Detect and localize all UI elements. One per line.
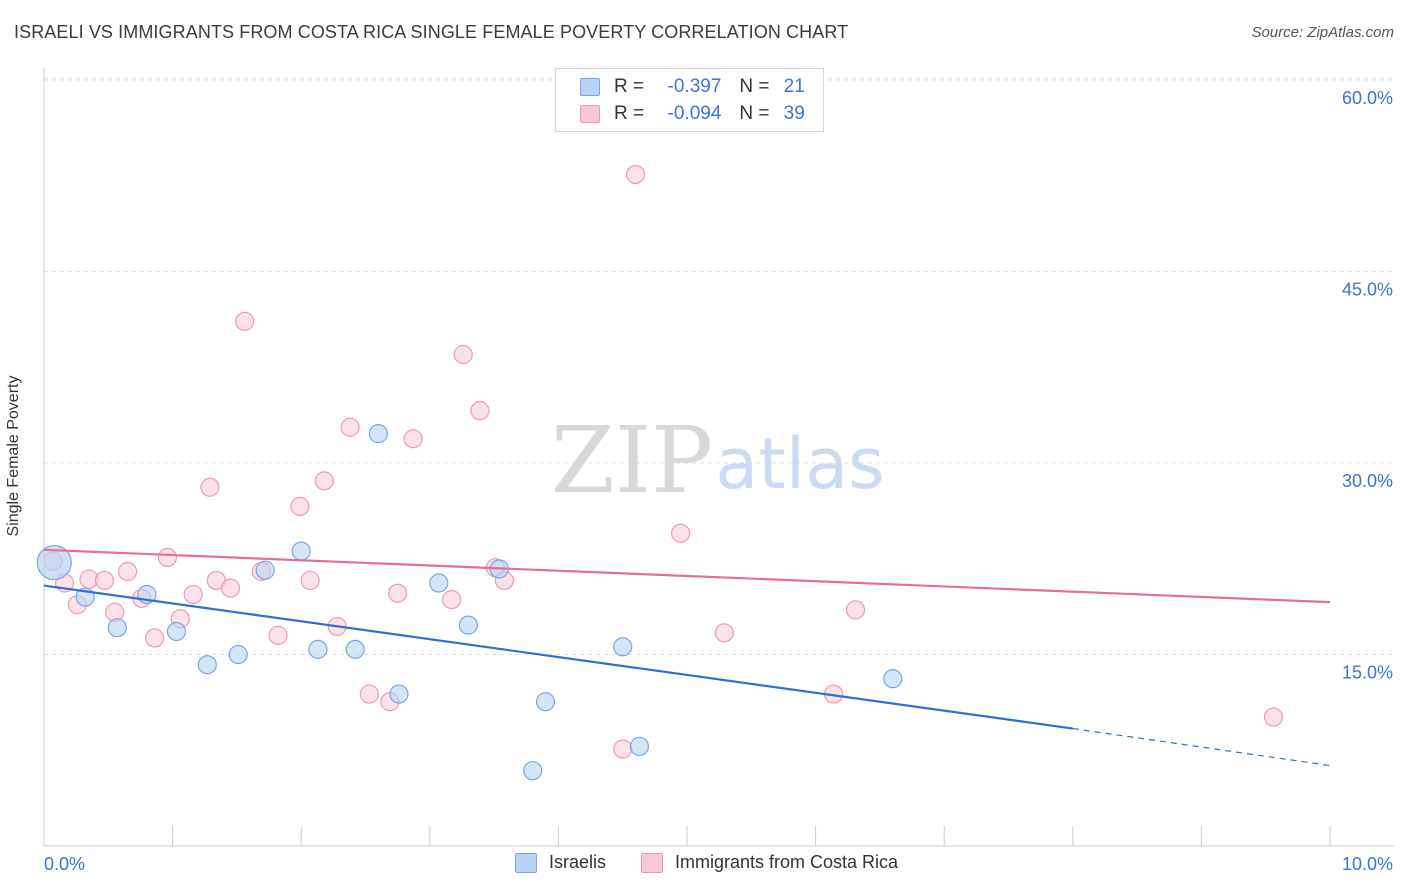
data-point-israelis <box>228 644 248 665</box>
legend-n-value: 39 <box>783 103 805 124</box>
data-point-israelis <box>523 761 543 781</box>
israelis-swatch <box>515 852 537 873</box>
data-point-costa-rica <box>300 570 320 591</box>
y-tick-label: 30.0% <box>1342 471 1393 491</box>
data-point-israelis <box>458 615 478 635</box>
legend-n-label: N = <box>739 76 770 97</box>
data-point-costa-rica <box>613 739 633 759</box>
data-point-costa-rica <box>268 625 288 645</box>
data-point-costa-rica <box>183 584 203 605</box>
data-point-israelis <box>107 618 127 638</box>
data-point-costa-rica <box>388 583 408 603</box>
legend-r-label: R = <box>614 76 645 97</box>
watermark: ZIP atlas <box>551 407 885 514</box>
data-point-costa-rica <box>453 344 473 365</box>
source-label: Source: ZipAtlas.com <box>1251 24 1394 41</box>
data-point-israelis <box>197 655 217 675</box>
data-point-costa-rica <box>340 417 360 437</box>
legend-item-costa-rica: Immigrants from Costa Rica <box>641 852 898 873</box>
data-point-costa-rica <box>470 401 490 421</box>
axes <box>43 68 1394 847</box>
trend-line-israelis <box>43 584 1073 730</box>
data-point-israelis <box>291 541 311 561</box>
data-point-costa-rica <box>235 311 255 331</box>
series-legend: Israelis Immigrants from Costa Rica <box>0 852 1406 878</box>
legend-r-label: R = <box>614 103 645 124</box>
data-point-costa-rica <box>359 684 379 704</box>
data-point-costa-rica <box>625 164 646 185</box>
correlation-legend: R = -0.397 N = 21 R = -0.094 N = 39 <box>555 68 824 132</box>
legend-item-israelis: Israelis <box>515 852 606 873</box>
data-point-costa-rica <box>670 523 691 543</box>
data-point-costa-rica <box>220 578 241 598</box>
data-point-costa-rica <box>290 496 310 517</box>
data-point-israelis <box>166 621 187 642</box>
data-point-israelis <box>629 736 650 757</box>
data-point-israelis <box>36 544 72 581</box>
series-israelis-points <box>36 424 903 781</box>
y-tick-label: 60.0% <box>1342 88 1393 108</box>
legend-n-label: N = <box>739 103 770 124</box>
legend-israelis-label: Israelis <box>549 852 607 872</box>
israelis-swatch <box>580 78 600 96</box>
data-point-israelis <box>368 424 388 444</box>
data-point-costa-rica <box>157 547 178 568</box>
legend-row-israelis: R = -0.397 N = 21 <box>580 75 805 99</box>
legend-r-value: -0.094 <box>667 103 722 124</box>
data-point-israelis <box>345 639 365 659</box>
data-point-costa-rica <box>714 623 734 643</box>
data-point-israelis <box>613 637 633 657</box>
legend-costa-rica-label: Immigrants from Costa Rica <box>675 852 899 872</box>
data-point-costa-rica <box>117 561 138 582</box>
trend-line-costa-rica <box>43 548 1331 604</box>
series-costa-rica-points <box>43 164 1284 759</box>
data-point-costa-rica <box>1263 707 1284 727</box>
y-tick-label: 15.0% <box>1342 663 1393 683</box>
watermark-atlas: atlas <box>715 423 884 505</box>
data-point-israelis <box>429 573 449 593</box>
costa-rica-swatch <box>580 105 600 123</box>
data-point-israelis <box>255 560 275 580</box>
data-point-costa-rica <box>144 628 165 648</box>
data-point-israelis <box>883 669 903 689</box>
watermark-zip: ZIP <box>551 407 713 514</box>
data-point-costa-rica <box>94 570 115 591</box>
data-point-israelis <box>389 684 409 704</box>
data-point-costa-rica <box>314 471 334 491</box>
y-tick-label: 45.0% <box>1342 280 1393 300</box>
chart-title: ISRAELI VS IMMIGRANTS FROM COSTA RICA SI… <box>14 22 849 42</box>
trend-line-israelis-extension <box>1072 727 1331 767</box>
legend-r-value: -0.397 <box>667 76 722 97</box>
data-point-israelis <box>308 639 328 659</box>
costa-rica-swatch <box>641 852 663 873</box>
data-point-costa-rica <box>442 590 462 610</box>
legend-row-costa-rica: R = -0.094 N = 39 <box>580 102 805 126</box>
trend-lines <box>43 548 1331 767</box>
data-point-costa-rica <box>200 477 220 497</box>
grid-lines <box>44 77 1394 655</box>
legend-n-value: 21 <box>783 76 805 97</box>
data-point-costa-rica <box>845 600 866 620</box>
x-tick-label: 0.0% <box>44 854 85 874</box>
data-point-costa-rica <box>403 429 423 449</box>
data-point-israelis <box>535 692 556 712</box>
tick-labels: 15.0% 30.0% 45.0% 60.0% 0.0% 10.0% <box>44 88 1393 874</box>
x-tick-label: 10.0% <box>1342 854 1393 874</box>
